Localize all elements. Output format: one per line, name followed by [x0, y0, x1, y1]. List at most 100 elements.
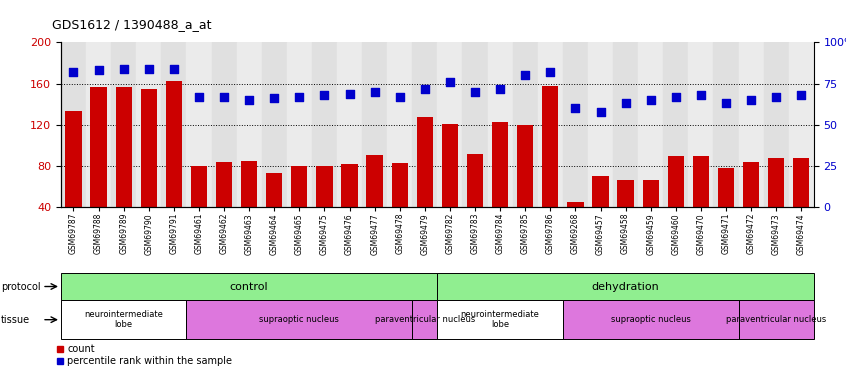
Bar [366, 155, 382, 207]
Point [192, 94, 206, 100]
Bar [437, 42, 463, 207]
Point [267, 96, 281, 102]
Point [343, 90, 356, 96]
Bar [768, 158, 784, 207]
Text: paraventricular nucleus: paraventricular nucleus [726, 315, 827, 324]
Point [794, 92, 808, 98]
Bar [61, 42, 86, 207]
Text: control: control [230, 282, 268, 291]
Text: paraventricular nucleus: paraventricular nucleus [375, 315, 475, 324]
Bar [261, 42, 287, 207]
Point [242, 97, 255, 103]
Text: supraoptic nucleus: supraoptic nucleus [611, 315, 690, 324]
Bar [788, 42, 814, 207]
Bar [618, 180, 634, 207]
Bar [392, 163, 408, 207]
Bar [91, 87, 107, 207]
Bar [186, 300, 412, 339]
Bar [592, 177, 608, 207]
Bar [437, 300, 563, 339]
Bar [764, 42, 788, 207]
Point [468, 89, 481, 95]
Bar [312, 42, 337, 207]
Bar [140, 89, 157, 207]
Bar [739, 300, 814, 339]
Point [293, 94, 306, 100]
Bar [412, 300, 437, 339]
Point [67, 69, 80, 75]
Bar [266, 173, 283, 207]
Point [618, 100, 632, 106]
Bar [116, 87, 132, 207]
Bar [542, 86, 558, 207]
Bar [487, 42, 513, 207]
Bar [237, 42, 261, 207]
Bar [713, 42, 739, 207]
Point [393, 94, 406, 100]
Bar [538, 42, 563, 207]
Point [519, 72, 532, 78]
Bar [241, 161, 257, 207]
Point [443, 79, 457, 85]
Bar [337, 42, 362, 207]
Point [744, 97, 758, 103]
Point [418, 86, 431, 92]
Text: neurointermediate
lobe: neurointermediate lobe [85, 310, 163, 329]
Text: protocol: protocol [1, 282, 41, 291]
Bar [136, 42, 162, 207]
Point [569, 105, 582, 111]
Point [669, 94, 683, 100]
Bar [387, 42, 412, 207]
Text: neurointermediate
lobe: neurointermediate lobe [461, 310, 540, 329]
Point [91, 68, 105, 74]
Bar [316, 166, 332, 207]
Point [543, 69, 557, 75]
Bar [86, 42, 111, 207]
Bar [61, 300, 186, 339]
Bar [442, 124, 458, 207]
Bar [663, 42, 689, 207]
Point [644, 97, 657, 103]
Bar [794, 158, 810, 207]
Bar [61, 273, 437, 300]
Bar [517, 125, 533, 207]
Text: GDS1612 / 1390488_a_at: GDS1612 / 1390488_a_at [52, 18, 212, 31]
Point [694, 92, 707, 98]
Point [769, 94, 783, 100]
Bar [743, 162, 759, 207]
Bar [718, 168, 734, 207]
Point [142, 66, 156, 72]
Bar [513, 42, 538, 207]
Point [719, 100, 733, 106]
Point [493, 86, 507, 92]
Text: dehydration: dehydration [591, 282, 660, 291]
Bar [492, 122, 508, 207]
Bar [693, 156, 709, 207]
Bar [362, 42, 387, 207]
Bar [643, 180, 659, 207]
Bar [212, 42, 237, 207]
Bar [563, 300, 739, 339]
Bar [342, 164, 358, 207]
Bar [563, 42, 588, 207]
Bar [417, 117, 433, 207]
Bar [667, 156, 684, 207]
Point [368, 89, 382, 95]
Bar [638, 42, 663, 207]
Bar [291, 166, 307, 207]
Bar [613, 42, 638, 207]
Bar [463, 42, 487, 207]
Bar [467, 154, 483, 207]
Legend: count, percentile rank within the sample: count, percentile rank within the sample [58, 345, 232, 366]
Bar [111, 42, 136, 207]
Point [217, 94, 231, 100]
Bar [588, 42, 613, 207]
Bar [287, 42, 312, 207]
Bar [186, 42, 212, 207]
Point [594, 109, 607, 115]
Point [117, 66, 130, 72]
Bar [65, 111, 81, 207]
Bar [412, 42, 437, 207]
Bar [739, 42, 764, 207]
Bar [166, 81, 182, 207]
